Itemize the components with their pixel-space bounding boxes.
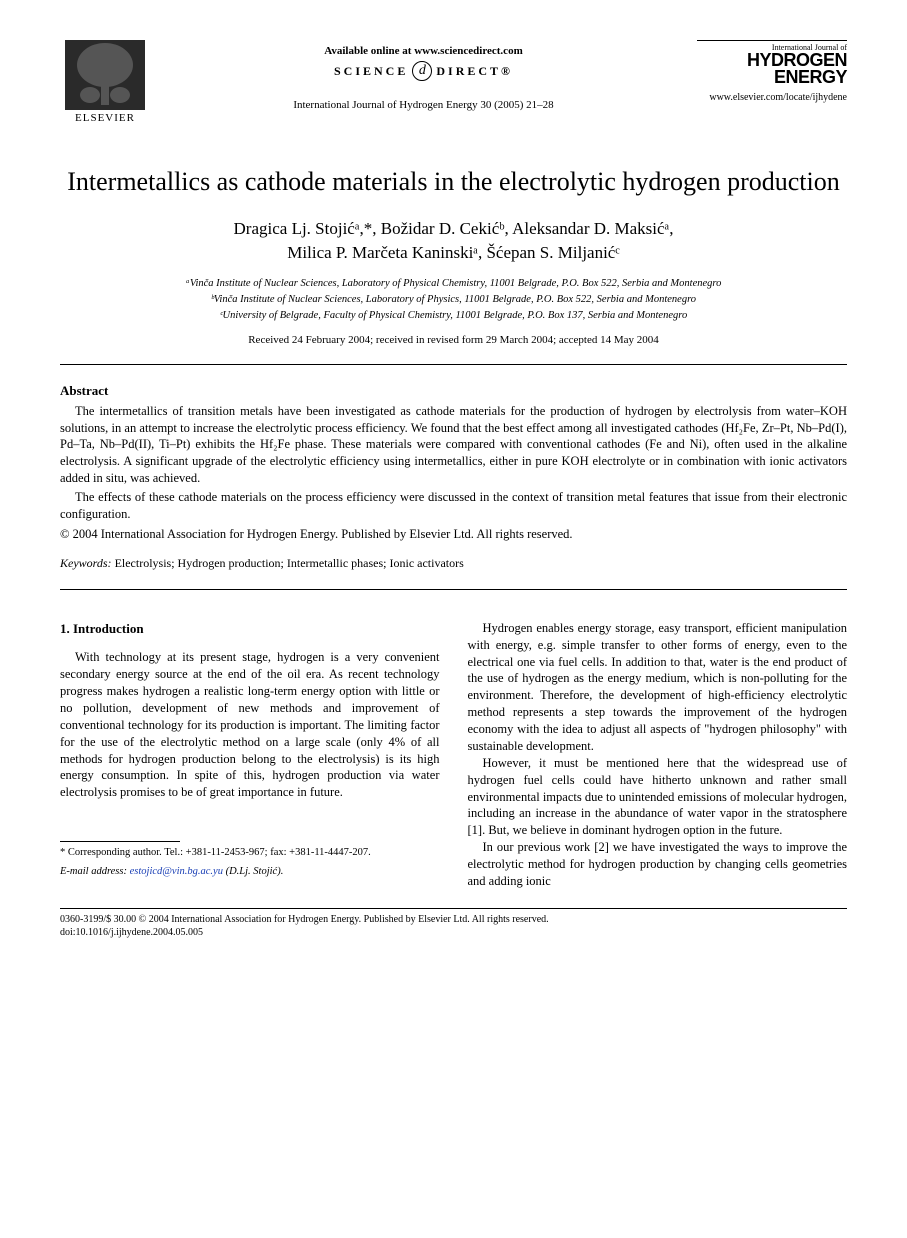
column-left: 1. Introduction With technology at its p… [60,620,440,890]
footer-rule [60,908,847,909]
affiliation-c: ᶜUniversity of Belgrade, Faculty of Phys… [60,308,847,324]
affiliation-a: ᵃVinča Institute of Nuclear Sciences, La… [60,276,847,292]
affiliations: ᵃVinča Institute of Nuclear Sciences, La… [60,276,847,323]
science-direct-logo: SCIENCE d DIRECT® [334,61,513,81]
abstract-p2: The effects of these cathode materials o… [60,489,847,523]
authors-line-2: Milica P. Marčeta Kaninskiᵃ, Šćepan S. M… [60,241,847,265]
publisher-name: ELSEVIER [75,112,135,124]
article-dates: Received 24 February 2004; received in r… [60,334,847,346]
abstract-heading: Abstract [60,383,847,399]
journal-url: www.elsevier.com/locate/ijhydene [697,92,847,103]
sd-text-2: DIRECT® [436,64,513,79]
intro-p2: Hydrogen enables energy storage, easy tr… [468,620,848,755]
column-right: Hydrogen enables energy storage, easy tr… [468,620,848,890]
authors: Dragica Lj. Stojićᵃ,*, Božidar D. Cekićᵇ… [60,217,847,265]
rule-1 [60,364,847,365]
elsevier-tree-icon [65,40,145,110]
publisher-logo: ELSEVIER [60,40,150,135]
footer-line-2: doi:10.1016/j.ijhydene.2004.05.005 [60,926,847,939]
email-footnote: E-mail address: estojicd@vin.bg.ac.yu (D… [60,865,440,880]
introduction-heading: 1. Introduction [60,620,440,638]
corresponding-author-footnote: * Corresponding author. Tel.: +381-11-24… [60,846,440,861]
intro-p3: However, it must be mentioned here that … [468,755,848,839]
sd-text-1: SCIENCE [334,64,408,79]
sd-d-icon: d [412,61,432,81]
keywords-text: Electrolysis; Hydrogen production; Inter… [112,556,464,570]
journal-reference: International Journal of Hydrogen Energy… [293,99,553,111]
intro-p1: With technology at its present stage, hy… [60,649,440,801]
affiliation-b: ᵇVinča Institute of Nuclear Sciences, La… [60,292,847,308]
copyright-line: © 2004 International Association for Hyd… [60,527,847,542]
email-author-name: (D.Lj. Stojić). [226,866,284,877]
article-title: Intermetallics as cathode materials in t… [60,165,847,199]
journal-logo: International Journal of HYDROGEN ENERGY… [697,40,847,103]
intro-p4: In our previous work [2] we have investi… [468,839,848,890]
abstract-p1: The intermetallics of transition metals … [60,403,847,487]
header-row: ELSEVIER Available online at www.science… [60,40,847,135]
available-online-text: Available online at www.sciencedirect.co… [324,45,522,57]
footer-line-1: 0360-3199/$ 30.00 © 2004 International A… [60,913,847,926]
journal-logo-line2: ENERGY [697,69,847,86]
center-header: Available online at www.sciencedirect.co… [150,40,697,111]
footnote-rule [60,841,180,842]
rule-2 [60,589,847,590]
author-email-link[interactable]: estojicd@vin.bg.ac.yu [130,866,223,877]
keywords: Keywords: Electrolysis; Hydrogen product… [60,556,847,571]
body-columns: 1. Introduction With technology at its p… [60,620,847,890]
keywords-label: Keywords: [60,556,112,570]
authors-line-1: Dragica Lj. Stojićᵃ,*, Božidar D. Cekićᵇ… [60,217,847,241]
footer: 0360-3199/$ 30.00 © 2004 International A… [60,913,847,939]
email-label: E-mail address: [60,866,127,877]
abstract-body: The intermetallics of transition metals … [60,403,847,523]
